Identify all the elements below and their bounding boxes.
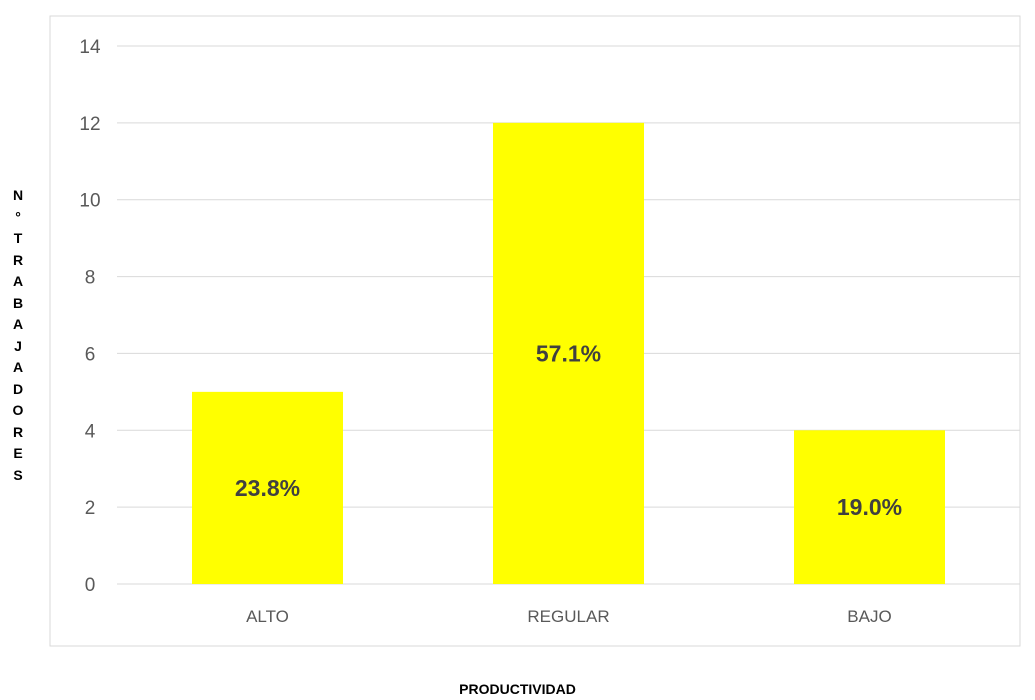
y-axis-title-char: S	[13, 466, 23, 483]
data-label: 23.8%	[235, 475, 300, 501]
y-tick-label: 2	[85, 498, 96, 519]
y-axis-title-char: R	[12, 251, 24, 268]
y-tick-labels: 0 2 4 6 8 10 12 14	[79, 37, 101, 596]
y-axis-title-char: E	[13, 445, 23, 461]
x-tick-labels: ALTO REGULAR BAJO	[246, 607, 892, 626]
y-tick-label: 14	[79, 37, 101, 58]
y-axis-title-char: O	[12, 402, 24, 418]
y-tick-label: 4	[85, 421, 96, 442]
data-label: 19.0%	[837, 494, 902, 520]
y-axis-title-char: B	[12, 294, 24, 311]
y-axis-title: N ° T R A B A J A D O R E S	[8, 185, 28, 486]
data-labels: 23.8% 57.1% 19.0%	[235, 340, 902, 520]
y-tick-label: 0	[85, 575, 96, 596]
y-axis-title-char: J	[14, 337, 22, 354]
data-label: 57.1%	[536, 340, 601, 366]
y-tick-label: 6	[85, 344, 96, 365]
y-axis-title-char: A	[12, 359, 24, 375]
y-axis-title-char: R	[12, 423, 24, 440]
x-axis-title: PRODUCTIVIDAD	[459, 681, 576, 697]
y-tick-label: 8	[85, 268, 96, 289]
x-tick-label: REGULAR	[527, 607, 609, 626]
x-tick-label: ALTO	[246, 607, 289, 626]
y-axis-title-char: A	[12, 316, 24, 332]
y-axis-title-char: T	[13, 230, 23, 246]
bar-regular	[493, 122, 644, 584]
y-axis-title-char: A	[12, 273, 24, 289]
bar-bajo	[794, 430, 945, 584]
x-tick-label: BAJO	[847, 607, 891, 626]
y-tick-label: 10	[79, 191, 100, 212]
bar-alto	[192, 391, 343, 584]
y-axis-title-char: D	[12, 380, 24, 397]
y-axis-title-char: N	[12, 187, 24, 203]
y-axis-title-char: °	[15, 208, 21, 225]
bars	[192, 122, 945, 584]
y-tick-label: 12	[79, 114, 100, 135]
